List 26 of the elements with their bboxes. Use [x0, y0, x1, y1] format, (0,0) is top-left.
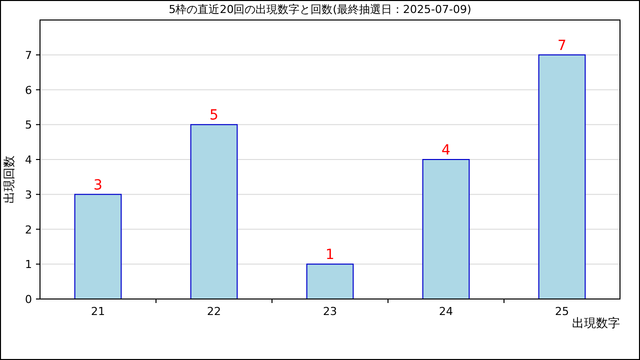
bar — [74, 194, 122, 300]
y-tick-label: 4 — [25, 154, 32, 166]
data-label: 1 — [326, 247, 334, 264]
bar — [538, 54, 586, 300]
y-tick-label: 5 — [25, 118, 32, 132]
bar — [422, 159, 470, 300]
y-tick-label: 1 — [25, 258, 32, 272]
y-axis-title: 出現回数 — [2, 156, 16, 204]
x-tick-label: 24 — [439, 305, 453, 318]
chart-title: 5枠の直近20回の出現数字と回数(最終抽選日：2025-07-09) — [168, 3, 472, 16]
data-label: 4 — [442, 142, 451, 158]
bar — [190, 124, 238, 300]
y-tick-label: 3 — [25, 188, 32, 202]
x-tick-label: 21 — [91, 305, 105, 318]
y-tick-label: 0 — [25, 293, 32, 306]
x-tick-label: 25 — [555, 305, 569, 318]
data-label: 3 — [94, 177, 102, 194]
data-label: 7 — [558, 38, 566, 54]
data-label: 5 — [210, 108, 218, 124]
x-tick-label: 22 — [207, 305, 221, 318]
x-axis-title: 出現数字 — [572, 316, 620, 330]
y-tick-label: 6 — [25, 84, 32, 97]
bar — [306, 264, 354, 300]
y-tick-label: 7 — [25, 48, 32, 62]
y-tick-label: 2 — [25, 223, 32, 236]
x-tick-label: 23 — [323, 305, 337, 318]
